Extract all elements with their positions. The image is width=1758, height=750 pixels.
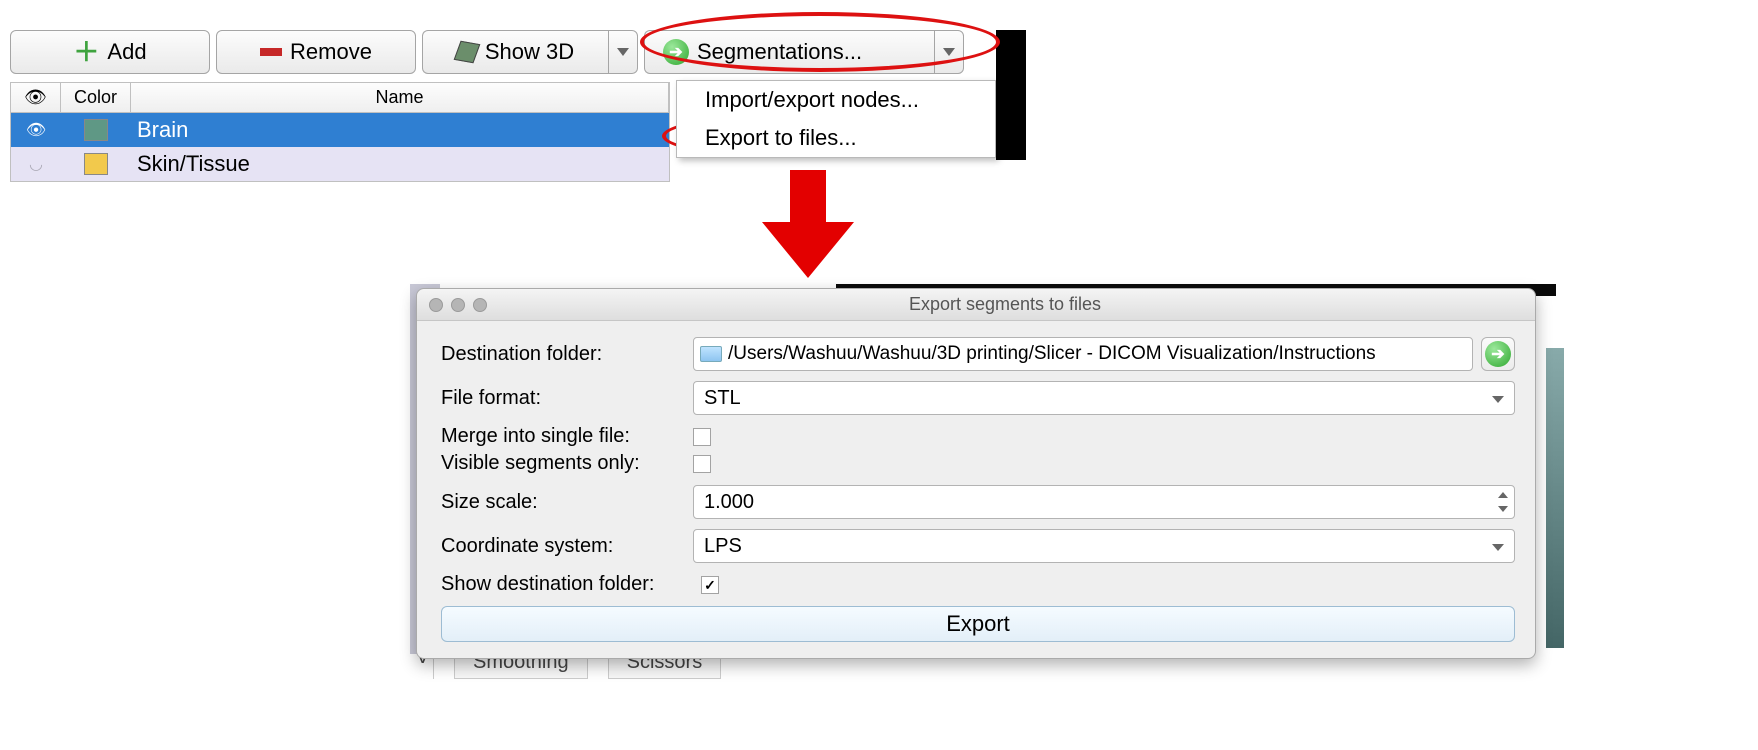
zoom-icon[interactable]: [473, 298, 487, 312]
segment-name: Brain: [131, 117, 669, 143]
menu-item-export-files[interactable]: Export to files...: [677, 119, 995, 157]
show3d-label: Show 3D: [485, 39, 574, 65]
label-scale: Size scale:: [441, 491, 693, 514]
menu-item-import-export[interactable]: Import/export nodes...: [677, 81, 995, 119]
segmentations-button[interactable]: Segmentations...: [644, 30, 934, 74]
dialog-form: Destination folder: /Users/Washuu/Washuu…: [417, 321, 1535, 658]
bg-black-strip: [996, 30, 1026, 160]
header-visibility[interactable]: 👁: [11, 83, 61, 112]
eye-open-icon[interactable]: 👁: [26, 120, 46, 140]
go-icon: [663, 39, 689, 65]
cube-icon: [454, 41, 481, 64]
coord-select[interactable]: LPS: [693, 529, 1515, 563]
export-label: Export: [946, 611, 1010, 637]
table-header: 👁 Color Name: [11, 83, 669, 113]
export-dialog: Export segments to files Destination fol…: [416, 288, 1536, 659]
eye-closed-icon[interactable]: ◡: [29, 154, 43, 174]
label-format: File format:: [441, 387, 693, 410]
showdest-checkbox[interactable]: [701, 576, 719, 594]
folder-icon: [700, 346, 722, 362]
arrow-icon: [758, 170, 858, 280]
bg-fragment: [1546, 348, 1564, 648]
minus-icon: [260, 48, 282, 56]
color-swatch[interactable]: [84, 119, 108, 141]
segments-table: 👁 Color Name 👁 Brain ◡ Skin/Tissue: [10, 82, 670, 182]
label-showdest: Show destination folder:: [441, 573, 701, 596]
remove-button[interactable]: Remove: [216, 30, 416, 74]
scale-stepper[interactable]: 1.000: [693, 485, 1515, 519]
segmentations-menu: Import/export nodes... Export to files..…: [676, 80, 996, 158]
show3d-button[interactable]: Show 3D: [422, 30, 608, 74]
remove-label: Remove: [290, 39, 372, 65]
minimize-icon[interactable]: [451, 298, 465, 312]
coord-value: LPS: [704, 535, 742, 558]
segment-toolbar: ＋ Add Remove Show 3D Segmentations...: [10, 30, 964, 74]
format-select[interactable]: STL: [693, 381, 1515, 415]
header-color[interactable]: Color: [61, 83, 131, 112]
add-button[interactable]: ＋ Add: [10, 30, 210, 74]
label-visible: Visible segments only:: [441, 452, 693, 475]
close-icon[interactable]: [429, 298, 443, 312]
header-name[interactable]: Name: [131, 83, 669, 112]
chevron-down-icon: [617, 48, 629, 56]
merge-checkbox[interactable]: [693, 428, 711, 446]
label-merge: Merge into single file:: [441, 425, 693, 448]
segmentations-label: Segmentations...: [697, 39, 862, 65]
browse-button[interactable]: [1481, 337, 1515, 371]
visible-checkbox[interactable]: [693, 455, 711, 473]
destination-path: /Users/Washuu/Washuu/3D printing/Slicer …: [728, 343, 1376, 365]
window-controls: [429, 298, 487, 312]
table-row[interactable]: ◡ Skin/Tissue: [11, 147, 669, 181]
label-coord: Coordinate system:: [441, 535, 693, 558]
show3d-dropdown[interactable]: [608, 30, 638, 74]
chevron-down-icon: [943, 48, 955, 56]
dialog-area: Export segments to files Destination fol…: [416, 288, 1546, 659]
destination-field[interactable]: /Users/Washuu/Washuu/3D printing/Slicer …: [693, 337, 1473, 371]
stepper-down[interactable]: [1494, 502, 1512, 516]
table-row[interactable]: 👁 Brain: [11, 113, 669, 147]
dialog-title: Export segments to files: [487, 294, 1523, 315]
label-destination: Destination folder:: [441, 343, 693, 366]
segmentations-dropdown[interactable]: [934, 30, 964, 74]
segment-name: Skin/Tissue: [131, 151, 669, 177]
stepper-up[interactable]: [1494, 488, 1512, 502]
add-label: Add: [107, 39, 146, 65]
color-swatch[interactable]: [84, 153, 108, 175]
export-button[interactable]: Export: [441, 606, 1515, 642]
scale-value: 1.000: [704, 491, 754, 514]
format-value: STL: [704, 387, 741, 410]
dialog-titlebar[interactable]: Export segments to files: [417, 289, 1535, 321]
go-icon: [1485, 341, 1511, 367]
